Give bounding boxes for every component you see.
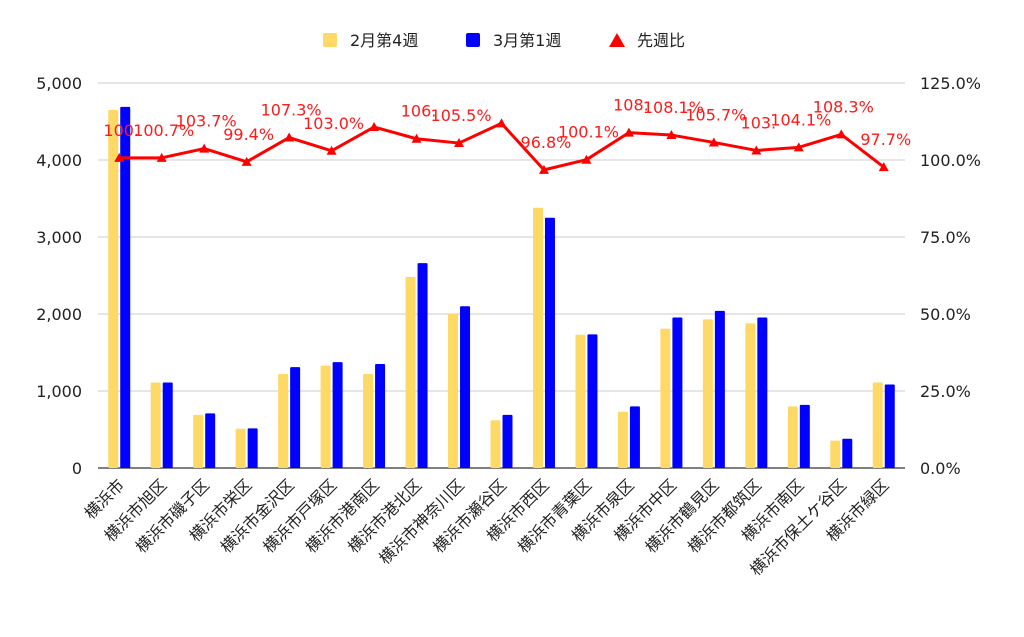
bar-mar-week1	[757, 317, 768, 468]
wow-ratio-data-label: 100.	[103, 121, 139, 140]
bar-feb-week4	[702, 319, 713, 468]
wow-ratio-marker	[156, 152, 167, 162]
wow-ratio-data-label: 96.8%	[521, 133, 572, 152]
legend-label: 先週比	[637, 31, 685, 50]
wow-ratio-data-label: 104.1%	[770, 110, 831, 129]
wow-ratio-marker	[623, 127, 634, 137]
wow-ratio-marker	[666, 130, 677, 140]
wow-ratio-data-label: 97.7%	[860, 130, 911, 149]
bar-mar-week1	[544, 217, 555, 468]
wow-ratio-data-label: 103.	[741, 113, 777, 132]
bar-mar-week1	[375, 364, 386, 468]
wow-ratio-marker	[793, 142, 804, 152]
bar-mar-week1	[247, 428, 258, 468]
bar-feb-week4	[320, 365, 331, 468]
legend: 2月第4週 3月第1週 先週比	[323, 31, 685, 50]
bar-feb-week4	[490, 420, 501, 468]
line-series: 100.100.7%103.7%99.4%107.3%103.0%106.105…	[103, 96, 911, 174]
bar-feb-week4	[745, 323, 756, 468]
bar-mar-week1	[290, 367, 301, 468]
bar-mar-week1	[332, 362, 343, 468]
axes: 0 0.0% 1,000 25.0% 2,000 50.0% 3,000 75.0% 4,000…	[36, 74, 981, 579]
y-left-tick-label: 3,000	[36, 228, 82, 247]
bar-feb-week4	[872, 382, 883, 468]
y-right-tick-label: 25.0%	[920, 382, 971, 401]
bar-feb-week4	[405, 277, 416, 468]
wow-ratio-data-label: 105.5%	[431, 106, 492, 125]
wow-ratio-data-label: 100.7%	[133, 121, 194, 140]
wow-ratio-data-label: 108.	[613, 96, 649, 115]
wow-ratio-data-label: 103.7%	[176, 112, 237, 131]
bar-feb-week4	[830, 440, 841, 468]
y-left-tick-label: 5,000	[36, 74, 82, 93]
bar-feb-week4	[617, 411, 628, 468]
legend-swatch	[466, 33, 480, 47]
legend-swatch	[609, 33, 625, 47]
wow-ratio-data-label: 108.1%	[643, 98, 704, 117]
wow-ratio-marker	[241, 156, 252, 166]
gridlines	[98, 82, 905, 469]
bar-mar-week1	[417, 263, 428, 468]
bar-mar-week1	[629, 406, 640, 468]
legend-label: 2月第4週	[350, 31, 418, 50]
y-left-tick-label: 1,000	[36, 382, 82, 401]
legend-swatch	[323, 33, 337, 47]
wow-ratio-marker	[411, 133, 422, 143]
bar-mar-week1	[162, 382, 173, 468]
y-right-tick-label: 75.0%	[920, 228, 971, 247]
bar-feb-week4	[787, 406, 798, 468]
wow-ratio-marker	[708, 137, 719, 147]
wow-ratio-data-label: 100.1%	[558, 123, 619, 142]
bar-mar-week1	[205, 413, 216, 468]
wow-ratio-marker	[496, 118, 507, 128]
bar-feb-week4	[448, 314, 459, 468]
wow-ratio-marker	[836, 129, 847, 139]
bar-mar-week1	[799, 404, 810, 468]
bar-feb-week4	[575, 334, 586, 468]
wow-ratio-data-label: 106.	[401, 102, 437, 121]
wow-ratio-marker	[369, 122, 380, 132]
y-right-tick-label: 50.0%	[920, 305, 971, 324]
wow-ratio-marker	[284, 132, 295, 142]
wow-ratio-marker	[581, 154, 592, 164]
bar-mar-week1	[587, 334, 598, 468]
y-left-tick-label: 4,000	[36, 151, 82, 170]
bar-mar-week1	[120, 106, 131, 469]
bar-feb-week4	[363, 374, 374, 468]
bar-feb-week4	[660, 328, 671, 468]
legend-label: 3月第1週	[493, 31, 561, 50]
wow-ratio-marker	[199, 143, 210, 153]
y-left-tick-label: 2,000	[36, 305, 82, 324]
bar-feb-week4	[278, 374, 289, 468]
wow-ratio-marker	[878, 162, 889, 172]
wow-ratio-data-label: 103.0%	[303, 114, 364, 133]
bar-feb-week4	[108, 109, 119, 468]
wow-ratio-marker	[454, 138, 465, 148]
bar-feb-week4	[150, 382, 161, 468]
bar-mar-week1	[502, 414, 513, 468]
wow-ratio-data-label: 99.4%	[223, 125, 274, 144]
wow-ratio-data-label: 107.3%	[261, 101, 322, 120]
y-right-tick-label: 0.0%	[920, 459, 961, 478]
wow-ratio-marker	[751, 145, 762, 155]
bars	[108, 106, 895, 469]
bar-mar-week1	[672, 317, 683, 468]
bar-mar-week1	[714, 310, 725, 468]
bar-feb-week4	[532, 207, 543, 469]
bar-mar-week1	[842, 438, 853, 468]
bar-feb-week4	[235, 428, 246, 468]
bar-mar-week1	[460, 306, 471, 468]
y-right-tick-label: 100.0%	[920, 151, 981, 170]
bar-mar-week1	[884, 384, 895, 468]
wow-ratio-data-label: 105.7%	[685, 105, 746, 124]
wow-ratio-marker	[538, 164, 549, 174]
y-left-tick-label: 0	[72, 459, 82, 478]
bar-feb-week4	[193, 414, 204, 468]
y-right-tick-label: 125.0%	[920, 74, 981, 93]
wow-ratio-marker	[114, 152, 125, 162]
wow-ratio-marker	[326, 145, 337, 155]
wow-ratio-data-label: 108.3%	[813, 97, 874, 116]
